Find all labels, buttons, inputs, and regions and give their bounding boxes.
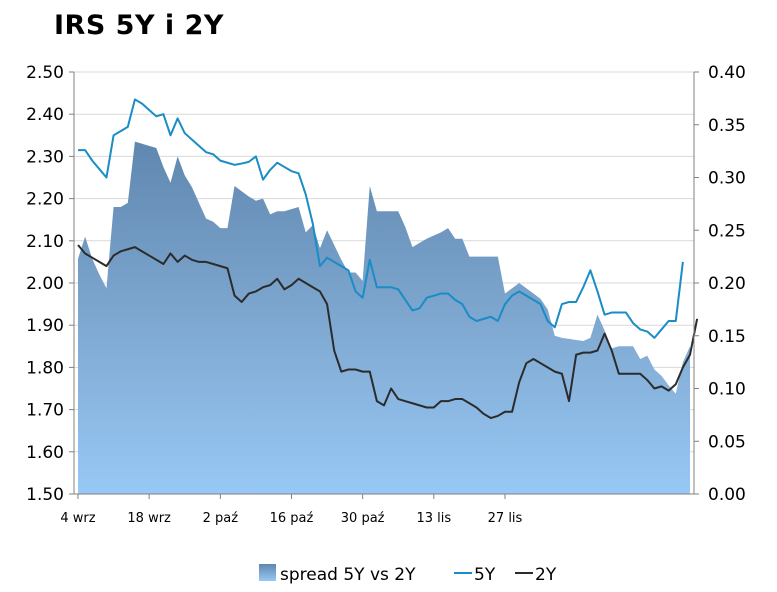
left-tick-label: 2.40 — [26, 105, 64, 125]
right-tick-label: 0.25 — [708, 221, 746, 241]
left-tick-label: 2.10 — [26, 232, 64, 252]
left-tick-label: 1.60 — [26, 443, 64, 463]
legend: spread 5Y vs 2Y 5Y 2Y — [259, 564, 557, 585]
x-tick-label: 27 lis — [488, 511, 523, 526]
right-tick-label: 0.30 — [708, 169, 746, 189]
line-layer — [77, 98, 699, 420]
left-tick-label: 2.50 — [26, 63, 64, 83]
right-tick-label: 0.35 — [708, 116, 746, 136]
left-tick-label: 1.70 — [26, 401, 64, 421]
left-tick-label: 2.00 — [26, 274, 64, 294]
chart-title: IRS 5Y i 2Y — [54, 10, 224, 41]
x-tick-label: 4 wrz — [60, 511, 95, 526]
x-axis-ticks: 4 wrz 18 wrz 2 paź 16 paź 30 paź 13 lis 27 lis — [60, 494, 523, 526]
x-tick-label: 30 paź — [341, 511, 385, 526]
right-tick-label: 0.20 — [708, 274, 746, 294]
right-tick-label: 0.10 — [708, 380, 746, 400]
series-line-5y — [78, 98, 684, 339]
x-tick-label: 13 lis — [416, 511, 451, 526]
x-tick-label: 2 paź — [203, 511, 239, 526]
right-axis-ticks: 0.00 0.05 0.10 0.15 0.20 0.25 0.30 0.35 0.40 — [694, 63, 746, 505]
left-tick-label: 1.80 — [26, 358, 64, 378]
left-tick-label: 2.20 — [26, 190, 64, 210]
left-axis-ticks: 1.50 1.60 1.70 1.80 1.90 2.00 2.10 2.20 2.30 2.40… — [26, 63, 74, 505]
right-tick-label: 0.05 — [708, 432, 746, 452]
legend-label-spread: spread 5Y vs 2Y — [280, 565, 416, 585]
left-tick-label: 1.90 — [26, 316, 64, 336]
legend-label-2y: 2Y — [535, 565, 557, 585]
x-tick-label: 18 wrz — [127, 511, 171, 526]
spread-area-layer — [78, 141, 690, 494]
spread-area — [78, 141, 690, 494]
legend-label-5y: 5Y — [474, 565, 496, 585]
right-tick-label: 0.40 — [708, 63, 746, 83]
left-tick-label: 1.50 — [26, 485, 64, 505]
left-tick-label: 2.30 — [26, 147, 64, 167]
series-line-2y — [77, 244, 699, 420]
x-tick-label: 16 paź — [270, 511, 314, 526]
right-tick-label: 0.00 — [708, 485, 746, 505]
legend-swatch-spread — [259, 564, 276, 581]
right-tick-label: 0.15 — [708, 327, 746, 347]
